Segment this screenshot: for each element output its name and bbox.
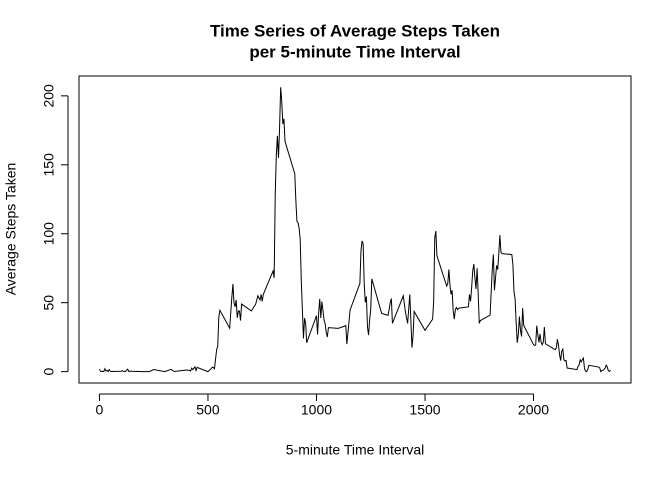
x-axis-label: 5-minute Time Interval <box>286 442 425 458</box>
x-tick-label: 2000 <box>518 402 549 418</box>
data-line <box>99 87 611 373</box>
y-tick-label: 0 <box>41 368 57 376</box>
plot-frame <box>78 75 632 384</box>
y-tick-label: 200 <box>41 84 57 108</box>
chart-title: Time Series of Average Steps Taken <box>210 21 500 40</box>
y-tick-label: 100 <box>41 222 57 246</box>
y-axis-label: Average Steps Taken <box>3 163 19 296</box>
x-tick-label: 0 <box>96 402 104 418</box>
chart-title: per 5-minute Time Interval <box>249 42 460 61</box>
y-tick-label: 50 <box>41 295 57 311</box>
x-tick-label: 1000 <box>301 402 332 418</box>
y-tick-label: 150 <box>41 153 57 177</box>
x-tick-label: 1500 <box>409 402 440 418</box>
x-tick-label: 500 <box>196 402 220 418</box>
